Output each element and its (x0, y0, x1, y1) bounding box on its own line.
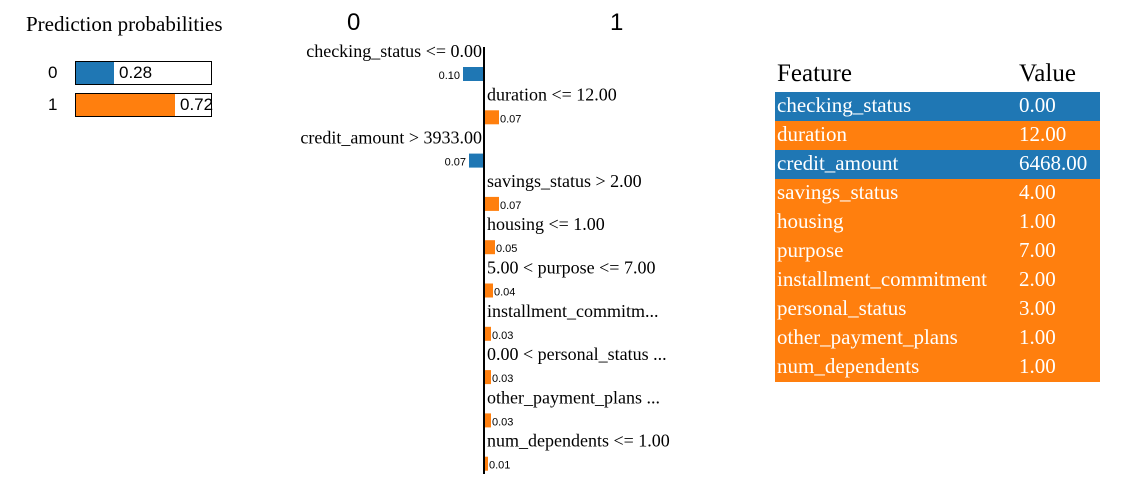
contribution-value-label: 0.07 (445, 157, 466, 169)
feature-name-cell: installment_commitment (777, 267, 987, 291)
proba-value-label: 0.72 (180, 95, 214, 114)
feature-value-cell: 1.00 (1019, 354, 1056, 378)
table-row: installment_commitment 2.00 (775, 266, 1100, 295)
feature-name-cell: savings_status (777, 180, 899, 204)
contribution-bar (485, 326, 491, 341)
contribution-bar (485, 456, 488, 471)
feature-value-cell: 1.00 (1019, 325, 1056, 349)
feature-condition-label: housing <= 1.00 (487, 214, 605, 234)
table-row: purpose 7.00 (775, 237, 1100, 266)
explanation-class-negative: 0 (347, 9, 361, 36)
table-row: personal_status 3.00 (775, 295, 1100, 324)
proba-bar-frame (75, 61, 212, 85)
proba-class-label: 0 (48, 63, 58, 82)
feature-name-cell: housing (777, 209, 844, 233)
feature-value-cell: 7.00 (1019, 238, 1056, 262)
feature-condition-label: installment_commitm... (487, 301, 658, 321)
feature-name-cell: personal_status (777, 296, 907, 320)
contribution-value-label: 0.07 (500, 113, 521, 125)
feature-condition-label: savings_status > 2.00 (487, 171, 642, 191)
feature-condition-label: 5.00 < purpose <= 7.00 (487, 258, 655, 278)
contribution-bar (485, 110, 499, 125)
contribution-value-label: 0.01 (489, 460, 510, 472)
contribution-value-label: 0.03 (492, 373, 513, 385)
feature-value-cell: 0.00 (1019, 93, 1056, 117)
table-header: Feature Value (775, 60, 1100, 92)
proba-value-label: 0.28 (119, 63, 153, 82)
proba-bar-fill (76, 94, 175, 116)
table-row: checking_status 0.00 (775, 92, 1100, 121)
contribution-value-label: 0.03 (492, 416, 513, 428)
feature-column-header: Feature (777, 60, 852, 87)
table-row: credit_amount 6468.00 (775, 150, 1100, 179)
table-row: other_payment_plans 1.00 (775, 324, 1100, 353)
feature-value-cell: 6468.00 (1019, 151, 1088, 175)
feature-condition-label: num_dependents <= 1.00 (487, 431, 670, 451)
explanation-class-positive: 1 (610, 9, 624, 36)
contribution-value-label: 0.03 (492, 330, 513, 342)
explanation-chart: checking_status <= 0.00 0.10 duration <= 1… (300, 41, 670, 474)
feature-name-cell: purpose (777, 238, 844, 262)
proba-class-label: 1 (48, 95, 58, 114)
contribution-bar (469, 153, 483, 168)
feature-name-cell: checking_status (777, 93, 912, 117)
contribution-value-label: 0.04 (494, 287, 515, 299)
table-row: savings_status 4.00 (775, 179, 1100, 208)
feature-value-cell: 12.00 (1019, 122, 1067, 146)
feature-condition-label: other_payment_plans ... (487, 387, 660, 407)
feature-condition-label: credit_amount > 3933.00 (300, 128, 482, 148)
contribution-value-label: 0.05 (496, 243, 517, 255)
proba-row-class-0: 0 0.28 (40, 61, 220, 87)
contribution-value-label: 0.10 (439, 70, 460, 82)
feature-condition-label: checking_status <= 0.00 (306, 41, 482, 61)
table-body: checking_status 0.00 duration 12.00 credit_a… (775, 92, 1100, 382)
feature-value-cell: 2.00 (1019, 267, 1056, 291)
feature-name-cell: other_payment_plans (777, 325, 958, 349)
contribution-bar (485, 196, 499, 211)
contribution-bar (485, 240, 495, 255)
feature-value-cell: 4.00 (1019, 180, 1056, 204)
feature-value-cell: 3.00 (1019, 296, 1056, 320)
contribution-bar (485, 283, 493, 298)
proba-bar-frame (75, 93, 212, 117)
contribution-bar (485, 370, 491, 385)
contribution-bar (463, 67, 483, 81)
proba-bar-fill (76, 62, 114, 84)
feature-name-cell: num_dependents (777, 354, 920, 378)
table-row: housing 1.00 (775, 208, 1100, 237)
feature-value-cell: 1.00 (1019, 209, 1056, 233)
value-column-header: Value (1019, 60, 1076, 87)
contribution-value-label: 0.07 (500, 200, 521, 212)
feature-condition-label: duration <= 12.00 (487, 84, 617, 104)
feature-value-table: Feature Value checking_status 0.00 duratio… (775, 60, 1100, 382)
feature-name-cell: duration (777, 122, 847, 146)
feature-condition-label: 0.00 < personal_status ... (487, 344, 667, 364)
table-row: duration 12.00 (775, 121, 1100, 150)
proba-row-class-1: 1 0.72 (40, 93, 220, 119)
prediction-probabilities-title: Prediction probabilities (26, 12, 223, 36)
feature-name-cell: credit_amount (777, 151, 899, 175)
contribution-bar (485, 413, 491, 428)
table-row: num_dependents 1.00 (775, 353, 1100, 382)
